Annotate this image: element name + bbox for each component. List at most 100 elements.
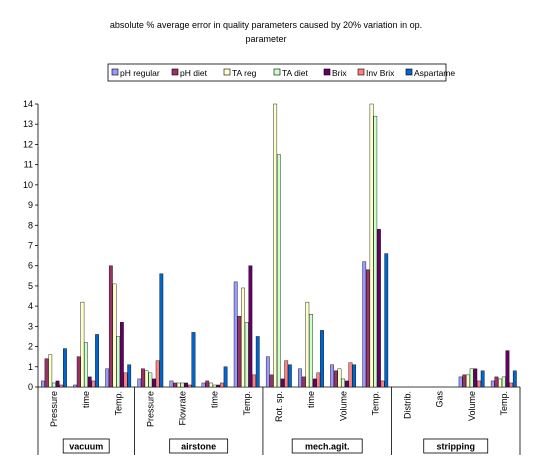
y-tick-label: 14 [23, 99, 33, 109]
bar-ta-diet-6 [212, 384, 217, 388]
bar-ph-diet-10 [333, 370, 338, 388]
bar-ph-regular-1 [41, 380, 45, 388]
bar-ph-diet-15 [494, 376, 499, 388]
bar-ph-regular-2 [73, 384, 77, 388]
x-tick-label: time [306, 391, 316, 408]
bar-inv-brix-8 [284, 360, 289, 388]
y-tick-label: 3 [28, 321, 33, 331]
legend-swatch-ph-diet [171, 68, 179, 76]
bar-ta-diet-8 [276, 154, 281, 388]
bar-ph-regular-14 [458, 376, 463, 388]
bar-ph-regular-10 [330, 364, 334, 388]
bar-inv-brix-1 [59, 384, 64, 388]
y-tick-label: 0 [28, 382, 33, 392]
bar-ph-regular-8 [265, 356, 270, 388]
bar-brix-11 [377, 229, 381, 388]
bar-ph-diet-4 [141, 368, 145, 388]
bar-brix-1 [55, 380, 60, 388]
x-tick-label: Pressure [145, 391, 155, 427]
bar-ta-diet-11 [373, 115, 378, 388]
group-box-vacuum [62, 438, 110, 454]
bar-ta-reg-7 [241, 287, 245, 388]
bar-aspartame-14 [480, 370, 485, 388]
x-tick-label: Temp. [499, 391, 509, 416]
bar-ta-diet-9 [309, 314, 313, 388]
legend-swatch-inv-brix [357, 68, 365, 76]
bar-ph-regular-9 [298, 368, 302, 388]
bar-aspartame-8 [287, 364, 292, 388]
group-box-mech-agit [291, 438, 363, 454]
bar-ta-reg-15 [498, 378, 502, 388]
group-label-vacuum: vacuum [69, 442, 103, 452]
bar-ph-regular-3 [105, 368, 110, 388]
bar-ph-diet-7 [237, 316, 242, 388]
bar-ta-diet-2 [84, 342, 88, 388]
bar-ta-reg-4 [144, 370, 149, 388]
legend-label-inv-brix: Inv Brix [366, 68, 395, 78]
legend-swatch-brix [323, 68, 331, 76]
bar-inv-brix-4 [155, 360, 160, 388]
bar-inv-brix-11 [380, 380, 385, 388]
bar-ta-diet-14 [469, 368, 474, 388]
legend-swatch-ta-diet [273, 68, 281, 76]
legend-swatch-ph-regular [111, 68, 119, 76]
x-tick-label: Pressure [49, 391, 59, 427]
bar-ta-reg-6 [209, 382, 213, 388]
title-line-1: absolute % average error in quality para… [110, 20, 422, 30]
bar-aspartame-7 [255, 336, 260, 388]
bar-aspartame-1 [63, 348, 67, 388]
bar-inv-brix-10 [348, 362, 353, 388]
y-tick-label: 11 [24, 160, 33, 170]
bar-ta-diet-3 [116, 336, 121, 388]
y-tick-label: 7 [28, 241, 33, 251]
y-tick-label: 4 [28, 301, 33, 311]
legend-label-brix: Brix [332, 68, 347, 78]
bar-ta-reg-8 [273, 103, 278, 388]
legend-swatch-ta-reg [223, 68, 231, 76]
y-tick-label: 9 [28, 200, 33, 210]
bar-ta-reg-10 [337, 368, 342, 388]
bar-ta-reg-9 [305, 301, 310, 388]
bar-ph-diet-6 [205, 380, 210, 388]
bar-ph-diet-11 [366, 269, 370, 388]
group-box-stripping [423, 438, 489, 454]
bar-brix-15 [505, 350, 510, 388]
bar-ph-regular-6 [201, 382, 206, 388]
bar-ta-diet-5 [180, 382, 185, 388]
bar-inv-brix-3 [123, 372, 128, 388]
x-tick-label: time [210, 391, 220, 408]
bar-ph-diet-2 [76, 356, 81, 388]
legend-label-ta-diet: TA diet [282, 68, 308, 78]
bar-inv-brix-6 [220, 382, 224, 388]
bar-ta-diet-10 [341, 378, 346, 388]
y-tick-label: 5 [28, 281, 33, 291]
bar-ta-diet-4 [148, 372, 153, 388]
group-label-airstone: airstone [181, 442, 216, 452]
bar-brix-3 [119, 322, 124, 388]
bar-inv-brix-14 [477, 380, 481, 388]
bar-ph-diet-14 [462, 374, 467, 388]
bar-inv-brix-9 [316, 372, 321, 388]
bar-aspartame-5 [191, 332, 196, 388]
legend-label-ph-diet: pH diet [180, 68, 208, 78]
bar-brix-10 [344, 380, 349, 388]
y-tick-label: 13 [23, 119, 33, 129]
bar-brix-4 [152, 378, 156, 388]
group-label-mech-agit: mech.agit. [305, 442, 350, 452]
bar-ph-regular-4 [137, 378, 142, 388]
bar-ta-reg-1 [48, 354, 53, 388]
bar-inv-brix-7 [252, 374, 256, 388]
group-label-stripping: stripping [436, 442, 475, 452]
bar-ph-diet-3 [108, 265, 113, 388]
bar-ta-diet-7 [244, 322, 249, 388]
y-tick-label: 2 [28, 342, 33, 352]
title-line-2: parameter [245, 34, 286, 44]
bar-brix-9 [312, 378, 317, 388]
bar-ta-reg-14 [466, 374, 470, 388]
y-tick-label: 6 [28, 261, 33, 271]
bar-aspartame-9 [320, 330, 324, 388]
bar-aspartame-3 [127, 364, 132, 388]
chart-title: absolute % average error in quality para… [110, 20, 422, 44]
bar-ta-diet-15 [501, 376, 506, 388]
